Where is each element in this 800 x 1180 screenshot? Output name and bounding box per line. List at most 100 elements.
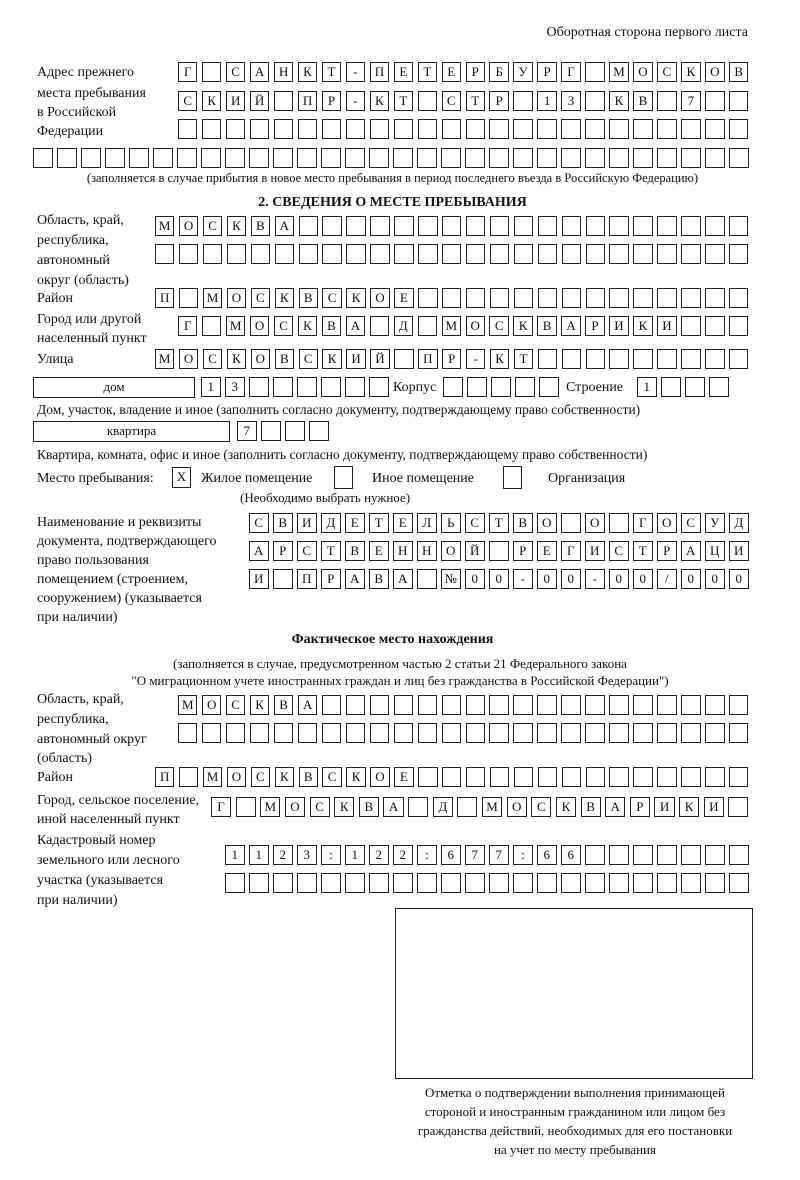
- char-cell[interactable]: [657, 119, 677, 139]
- char-cell[interactable]: [657, 91, 677, 111]
- char-cell[interactable]: О: [441, 541, 461, 561]
- char-cell[interactable]: [321, 873, 341, 893]
- char-cell[interactable]: [178, 723, 198, 743]
- char-cell[interactable]: [705, 148, 725, 168]
- char-cell[interactable]: [369, 723, 390, 743]
- char-cell[interactable]: [585, 873, 605, 893]
- char-cell[interactable]: [537, 148, 557, 168]
- char-cell[interactable]: С: [657, 62, 677, 82]
- char-cell[interactable]: [345, 695, 366, 715]
- char-cell[interactable]: [561, 288, 582, 308]
- char-cell[interactable]: К: [226, 349, 247, 369]
- char-cell[interactable]: Й: [465, 541, 485, 561]
- char-cell[interactable]: 6: [561, 845, 581, 865]
- char-cell[interactable]: И: [225, 91, 246, 111]
- char-cell[interactable]: -: [345, 62, 366, 82]
- char-cell[interactable]: Й: [370, 349, 390, 369]
- char-cell[interactable]: [705, 349, 725, 369]
- char-cell[interactable]: Н: [417, 541, 437, 561]
- char-cell[interactable]: [249, 119, 270, 139]
- char-cell[interactable]: [633, 119, 653, 139]
- char-cell[interactable]: Р: [321, 569, 341, 589]
- char-cell[interactable]: [81, 148, 101, 168]
- char-cell[interactable]: [370, 244, 390, 264]
- char-cell[interactable]: [418, 288, 438, 308]
- char-cell[interactable]: [297, 148, 317, 168]
- char-cell[interactable]: [705, 723, 725, 743]
- char-cell[interactable]: [657, 723, 677, 743]
- char-cell[interactable]: [633, 845, 653, 865]
- char-cell[interactable]: Т: [513, 349, 534, 369]
- char-cell[interactable]: [537, 349, 558, 369]
- char-cell[interactable]: [729, 316, 749, 336]
- char-cell[interactable]: [178, 119, 198, 139]
- char-cell[interactable]: [417, 723, 438, 743]
- char-cell[interactable]: 0: [489, 569, 509, 589]
- char-cell[interactable]: [537, 873, 557, 893]
- char-cell[interactable]: К: [297, 62, 318, 82]
- char-cell[interactable]: [491, 377, 511, 397]
- char-cell[interactable]: [201, 723, 222, 743]
- char-cell[interactable]: Р: [489, 91, 509, 111]
- char-cell[interactable]: В: [345, 541, 365, 561]
- char-cell[interactable]: М: [441, 316, 461, 336]
- char-cell[interactable]: [273, 723, 294, 743]
- char-cell[interactable]: [705, 119, 725, 139]
- char-cell[interactable]: 0: [537, 569, 557, 589]
- char-cell[interactable]: [417, 119, 438, 139]
- char-cell[interactable]: [729, 349, 749, 369]
- char-cell[interactable]: Й: [249, 91, 270, 111]
- char-cell[interactable]: С: [609, 541, 629, 561]
- char-cell[interactable]: 0: [633, 569, 653, 589]
- char-cell[interactable]: С: [178, 91, 198, 111]
- char-cell[interactable]: В: [321, 316, 342, 336]
- char-cell[interactable]: [369, 377, 389, 397]
- char-cell[interactable]: К: [369, 91, 390, 111]
- char-cell[interactable]: [273, 119, 294, 139]
- char-cell[interactable]: [273, 148, 293, 168]
- char-cell[interactable]: Е: [394, 767, 414, 787]
- char-cell[interactable]: [585, 767, 605, 787]
- char-cell[interactable]: О: [657, 513, 677, 533]
- char-cell[interactable]: [561, 216, 582, 236]
- char-cell[interactable]: [417, 91, 438, 111]
- char-cell[interactable]: К: [346, 288, 366, 308]
- char-cell[interactable]: [178, 767, 199, 787]
- char-cell[interactable]: [633, 767, 653, 787]
- char-cell[interactable]: О: [585, 513, 605, 533]
- char-cell[interactable]: [657, 244, 677, 264]
- char-cell[interactable]: Т: [321, 62, 342, 82]
- char-cell[interactable]: О: [537, 513, 557, 533]
- char-cell[interactable]: П: [369, 62, 390, 82]
- char-cell[interactable]: [561, 148, 581, 168]
- char-cell[interactable]: В: [298, 767, 318, 787]
- char-cell[interactable]: Е: [394, 288, 414, 308]
- char-cell[interactable]: К: [633, 316, 653, 336]
- char-cell[interactable]: [681, 288, 701, 308]
- char-cell[interactable]: [657, 767, 677, 787]
- char-cell[interactable]: С: [225, 695, 246, 715]
- char-cell[interactable]: А: [561, 316, 581, 336]
- char-cell[interactable]: [369, 119, 390, 139]
- char-cell[interactable]: [515, 377, 535, 397]
- char-cell[interactable]: [585, 845, 605, 865]
- char-cell[interactable]: У: [705, 513, 725, 533]
- char-cell[interactable]: [489, 541, 509, 561]
- char-cell[interactable]: Г: [561, 62, 581, 82]
- char-cell[interactable]: [393, 695, 414, 715]
- char-cell[interactable]: Т: [633, 541, 653, 561]
- char-cell[interactable]: Е: [345, 513, 365, 533]
- char-cell[interactable]: -: [513, 569, 533, 589]
- other-premises-checkbox[interactable]: [334, 466, 353, 489]
- char-cell[interactable]: [513, 216, 534, 236]
- char-cell[interactable]: О: [370, 288, 390, 308]
- char-cell[interactable]: 0: [681, 569, 701, 589]
- char-cell[interactable]: [585, 349, 605, 369]
- char-cell[interactable]: К: [346, 767, 366, 787]
- char-cell[interactable]: И: [729, 541, 749, 561]
- char-cell[interactable]: [345, 377, 365, 397]
- char-cell[interactable]: [537, 216, 558, 236]
- char-cell[interactable]: С: [250, 288, 271, 308]
- char-cell[interactable]: [657, 148, 677, 168]
- char-cell[interactable]: Г: [561, 541, 581, 561]
